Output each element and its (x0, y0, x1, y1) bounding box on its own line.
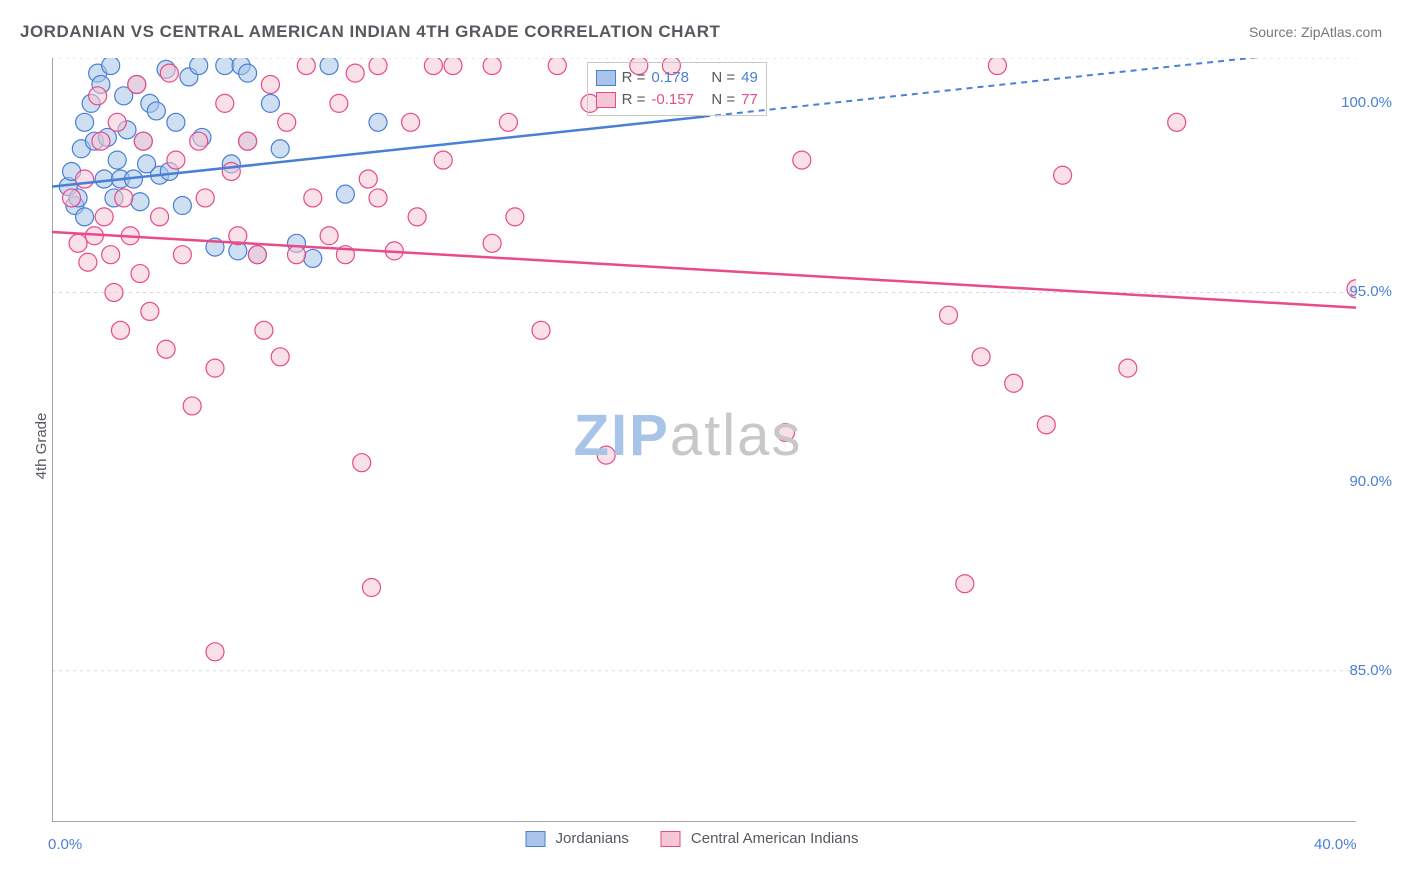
scatter-plot (52, 58, 1356, 822)
legend-stat-n-value: 77 (741, 91, 758, 108)
legend-stat-r-value: -0.157 (651, 91, 705, 108)
legend-swatch (661, 831, 681, 847)
legend-stat-r-label: R = (622, 69, 646, 86)
x-tick-label: 0.0% (48, 836, 82, 853)
correlation-legend-row: R = 0.178 N = 49 (596, 67, 758, 89)
legend-swatch (596, 70, 616, 86)
source-label: Source: ZipAtlas.com (1249, 24, 1382, 40)
correlation-legend-row: R = -0.157 N = 77 (596, 89, 758, 111)
y-axis-label: 4th Grade (33, 413, 50, 480)
correlation-legend: R = 0.178 N = 49 R = -0.157 N = 77 (587, 62, 767, 116)
x-tick-label: 40.0% (1314, 836, 1357, 853)
legend-stat-r-label: R = (622, 91, 646, 108)
chart-container: JORDANIAN VS CENTRAL AMERICAN INDIAN 4TH… (0, 0, 1406, 892)
chart-title: JORDANIAN VS CENTRAL AMERICAN INDIAN 4TH… (20, 22, 720, 42)
legend-series-label: Jordanians (556, 830, 629, 847)
y-tick-label: 95.0% (1349, 283, 1392, 300)
y-tick-label: 100.0% (1341, 94, 1392, 111)
legend-swatch (526, 831, 546, 847)
legend-stat-n-value: 49 (741, 69, 758, 86)
series-legend: Jordanians Central American Indians (526, 830, 881, 847)
legend-series-label: Central American Indians (691, 830, 859, 847)
y-tick-label: 85.0% (1349, 662, 1392, 679)
legend-stat-r-value: 0.178 (651, 69, 705, 86)
y-tick-label: 90.0% (1349, 473, 1392, 490)
legend-stat-n-label: N = (711, 91, 735, 108)
legend-swatch (596, 92, 616, 108)
legend-stat-n-label: N = (711, 69, 735, 86)
